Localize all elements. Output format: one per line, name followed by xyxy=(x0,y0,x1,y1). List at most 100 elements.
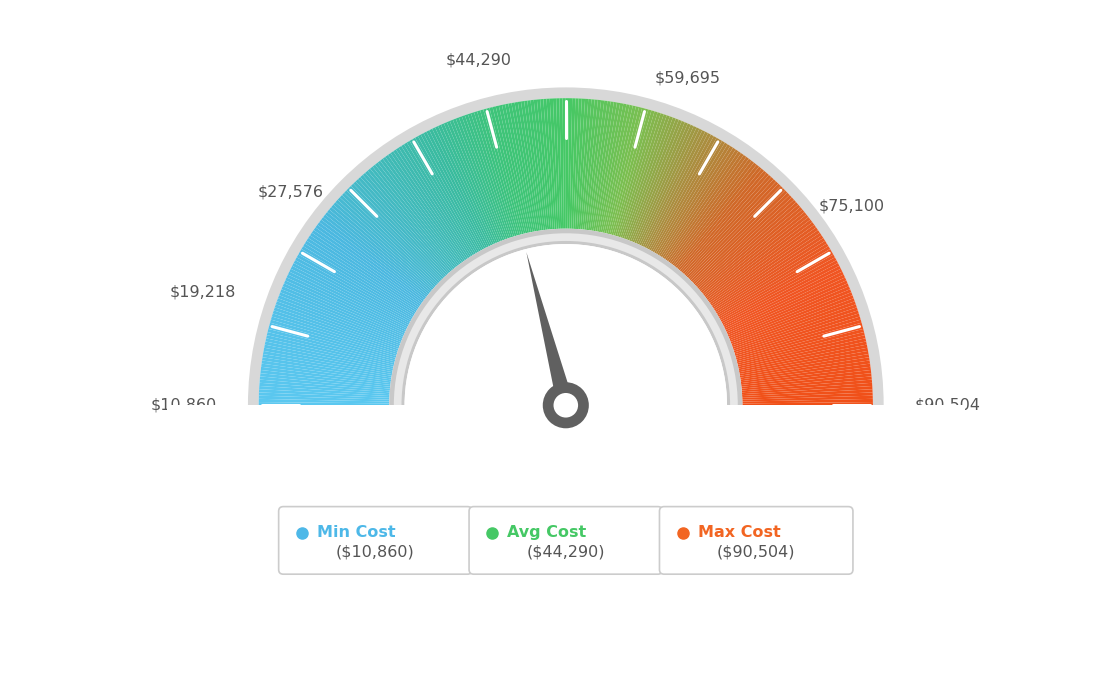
Wedge shape xyxy=(449,120,501,242)
Wedge shape xyxy=(716,246,830,315)
Wedge shape xyxy=(726,277,847,333)
Wedge shape xyxy=(563,98,565,228)
Wedge shape xyxy=(477,110,517,236)
Wedge shape xyxy=(624,115,670,239)
Wedge shape xyxy=(733,307,858,351)
Wedge shape xyxy=(732,302,856,347)
Wedge shape xyxy=(393,150,468,259)
Wedge shape xyxy=(681,172,768,273)
Wedge shape xyxy=(342,193,438,284)
Wedge shape xyxy=(269,323,395,359)
Wedge shape xyxy=(258,393,390,400)
Wedge shape xyxy=(275,304,399,349)
Wedge shape xyxy=(258,402,390,405)
Wedge shape xyxy=(693,193,789,284)
Wedge shape xyxy=(421,133,484,250)
Wedge shape xyxy=(608,107,643,234)
Wedge shape xyxy=(737,332,864,365)
Wedge shape xyxy=(308,235,418,309)
Wedge shape xyxy=(444,122,498,243)
Wedge shape xyxy=(259,386,390,396)
Wedge shape xyxy=(319,219,425,300)
Wedge shape xyxy=(659,144,731,256)
Wedge shape xyxy=(665,151,741,260)
Wedge shape xyxy=(459,117,506,239)
Wedge shape xyxy=(317,222,424,302)
Wedge shape xyxy=(267,332,394,365)
Wedge shape xyxy=(270,317,396,356)
Wedge shape xyxy=(638,125,693,245)
Wedge shape xyxy=(656,141,725,254)
Wedge shape xyxy=(429,129,489,247)
Wedge shape xyxy=(259,389,390,398)
Wedge shape xyxy=(740,351,869,376)
Wedge shape xyxy=(272,313,397,354)
Wedge shape xyxy=(263,351,392,376)
Wedge shape xyxy=(305,241,416,312)
Wedge shape xyxy=(715,241,827,312)
Wedge shape xyxy=(609,108,645,235)
Wedge shape xyxy=(618,112,660,237)
Wedge shape xyxy=(700,205,800,291)
Wedge shape xyxy=(703,212,807,295)
Polygon shape xyxy=(527,252,574,407)
Wedge shape xyxy=(258,399,390,404)
Wedge shape xyxy=(577,99,588,229)
Wedge shape xyxy=(265,342,393,371)
Wedge shape xyxy=(261,373,390,388)
Wedge shape xyxy=(606,106,639,234)
Wedge shape xyxy=(540,99,553,229)
Wedge shape xyxy=(410,139,478,253)
Wedge shape xyxy=(261,370,391,387)
Wedge shape xyxy=(667,153,744,262)
Wedge shape xyxy=(262,360,391,382)
Text: Max Cost: Max Cost xyxy=(698,525,781,540)
Wedge shape xyxy=(629,119,679,241)
Wedge shape xyxy=(597,103,624,232)
Wedge shape xyxy=(336,200,435,288)
Wedge shape xyxy=(259,376,390,391)
Wedge shape xyxy=(282,286,403,339)
Wedge shape xyxy=(741,360,870,382)
Wedge shape xyxy=(266,335,394,367)
Wedge shape xyxy=(592,101,614,231)
Wedge shape xyxy=(742,399,873,404)
Wedge shape xyxy=(543,99,554,229)
Wedge shape xyxy=(293,263,410,325)
Wedge shape xyxy=(258,395,390,402)
Wedge shape xyxy=(741,367,871,385)
Wedge shape xyxy=(270,319,396,358)
Wedge shape xyxy=(338,197,436,287)
Wedge shape xyxy=(614,110,651,236)
Wedge shape xyxy=(294,260,411,324)
Wedge shape xyxy=(686,179,776,277)
Wedge shape xyxy=(388,153,465,262)
Wedge shape xyxy=(649,135,714,250)
Text: $10,860: $10,860 xyxy=(151,397,217,413)
Wedge shape xyxy=(295,257,411,322)
Wedge shape xyxy=(627,117,676,240)
Wedge shape xyxy=(351,184,444,279)
Wedge shape xyxy=(280,289,402,340)
Wedge shape xyxy=(742,380,872,393)
Wedge shape xyxy=(630,120,682,242)
Wedge shape xyxy=(565,98,569,228)
Wedge shape xyxy=(349,186,443,280)
Wedge shape xyxy=(730,289,851,340)
Wedge shape xyxy=(702,210,805,294)
Wedge shape xyxy=(265,338,393,368)
Wedge shape xyxy=(731,298,854,346)
Wedge shape xyxy=(301,246,415,315)
Wedge shape xyxy=(671,159,752,264)
Text: Avg Cost: Avg Cost xyxy=(508,525,586,540)
Wedge shape xyxy=(719,252,834,319)
Wedge shape xyxy=(484,108,520,235)
Wedge shape xyxy=(489,107,523,234)
Wedge shape xyxy=(438,125,493,245)
Text: ($90,504): ($90,504) xyxy=(716,544,796,560)
Wedge shape xyxy=(626,117,672,239)
Wedge shape xyxy=(453,119,502,241)
Wedge shape xyxy=(370,166,455,269)
Text: ($10,860): ($10,860) xyxy=(336,544,415,560)
Wedge shape xyxy=(692,190,787,283)
